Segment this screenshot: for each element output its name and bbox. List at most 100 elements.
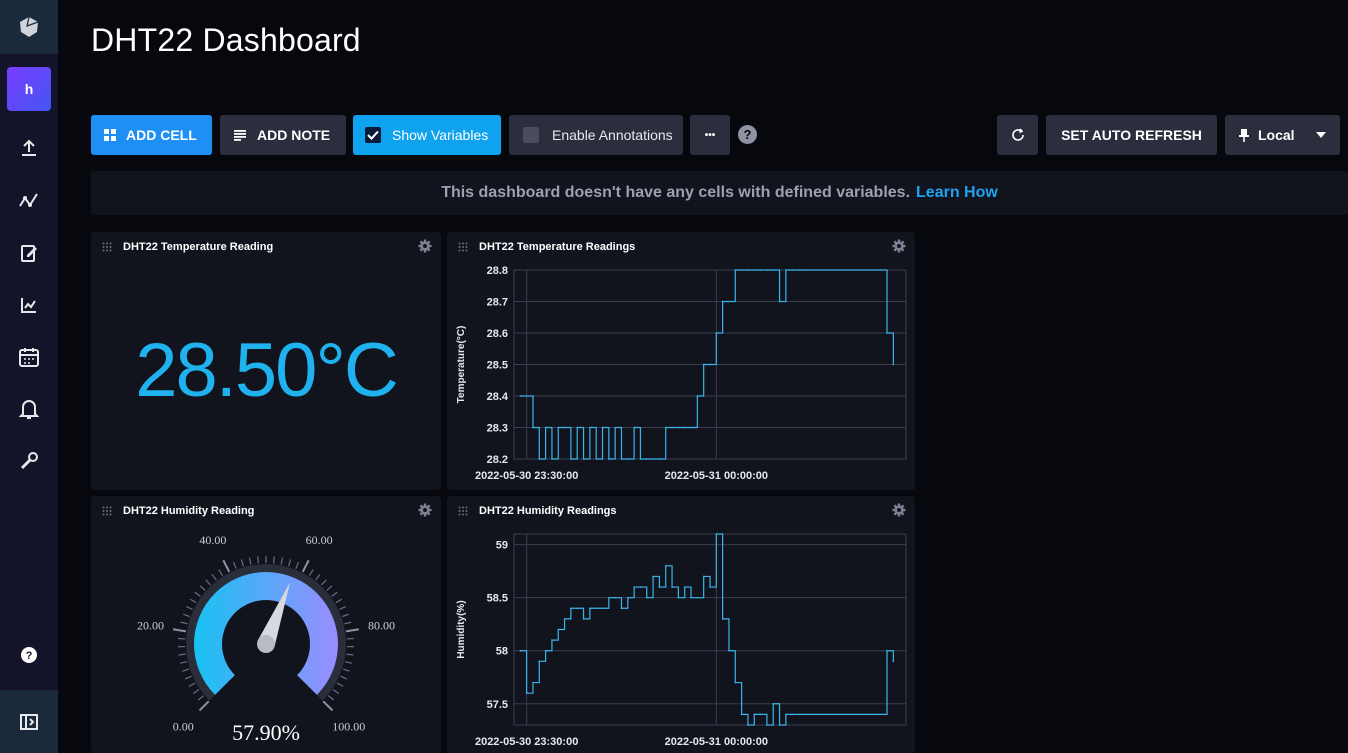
enable-annotations-toggle[interactable]: Enable Annotations — [509, 115, 683, 155]
data-point — [696, 395, 699, 397]
y-tick-label: 28.8 — [487, 265, 508, 277]
data-point — [601, 607, 604, 610]
add-note-button[interactable]: ADD NOTE — [220, 115, 346, 155]
data-point — [627, 596, 629, 599]
variables-banner: This dashboard doesn't have any cells wi… — [91, 171, 1348, 215]
drag-handle-icon[interactable] — [458, 506, 468, 516]
cell-humidity-graph: DHT22 Humidity Readings 57.5 58 58.5 59 2022… — [447, 496, 915, 753]
data-point — [620, 458, 623, 460]
data-point — [709, 363, 711, 366]
data-point — [525, 692, 528, 694]
more-options-button[interactable]: ••• — [690, 115, 730, 155]
data-point — [544, 426, 547, 429]
gear-icon[interactable] — [418, 239, 432, 253]
drag-handle-icon[interactable] — [102, 506, 112, 516]
data-point — [595, 458, 597, 460]
gear-icon[interactable] — [892, 239, 906, 253]
data-point — [532, 395, 534, 397]
gauge-tick — [194, 591, 201, 597]
data-point — [892, 660, 895, 663]
cell-title: DHT22 Humidity Readings — [479, 505, 617, 517]
add-cell-button[interactable]: ADD CELL — [91, 115, 212, 155]
data-point — [664, 565, 667, 567]
data-point — [645, 458, 648, 460]
banner-text: This dashboard doesn't have any cells wi… — [441, 184, 911, 201]
settings-icon[interactable] — [17, 449, 41, 473]
gear-icon[interactable] — [418, 503, 432, 517]
gauge-tick — [184, 675, 192, 680]
data-point — [785, 269, 787, 271]
cell-temperature-single: DHT22 Temperature Reading 28.50°C — [91, 232, 441, 490]
data-point — [721, 618, 724, 620]
data-point — [627, 458, 629, 460]
data-point — [886, 332, 888, 334]
y-tick-label: 28.7 — [487, 297, 508, 309]
drag-handle-icon[interactable] — [102, 242, 112, 252]
chevron-down-icon — [1316, 132, 1326, 138]
show-variables-label: Show Variables — [392, 127, 489, 143]
data-point — [557, 628, 560, 631]
temperature-line-chart[interactable]: 28.2 28.3 28.4 28.5 28.6 28.7 28.8 2022-05-30 2… — [447, 232, 915, 490]
data-explorer-icon[interactable] — [17, 189, 41, 213]
add-cell-label: ADD CELL — [126, 127, 197, 143]
data-point — [772, 269, 775, 271]
gauge-tick — [222, 559, 231, 573]
more-icon: ••• — [704, 129, 716, 141]
data-point — [721, 300, 724, 303]
gear-icon[interactable] — [892, 503, 906, 517]
data-point — [677, 426, 680, 429]
learn-how-link[interactable]: Learn How — [916, 184, 998, 201]
data-point — [766, 724, 768, 726]
help-icon[interactable]: ? — [17, 643, 41, 667]
data-point — [563, 618, 566, 620]
org-avatar[interactable]: h — [7, 67, 51, 111]
timezone-dropdown[interactable]: Local — [1225, 115, 1340, 155]
upload-icon[interactable] — [17, 136, 41, 160]
data-point — [652, 458, 654, 460]
show-variables-toggle[interactable]: Show Variables — [353, 115, 501, 155]
data-point — [753, 269, 756, 271]
tasks-icon[interactable] — [17, 345, 41, 369]
org-initial: h — [24, 81, 34, 97]
data-point — [633, 586, 635, 588]
gauge-tick — [332, 689, 340, 694]
gauge-tick — [342, 668, 350, 672]
influxdb-logo[interactable] — [0, 0, 58, 54]
enable-annotations-label: Enable Annotations — [552, 127, 673, 143]
data-point — [677, 596, 680, 599]
alerts-icon[interactable] — [17, 397, 41, 421]
data-point — [620, 607, 623, 610]
gauge-tick — [198, 700, 210, 712]
gauge-needle — [257, 582, 291, 648]
drag-handle-icon[interactable] — [458, 242, 468, 252]
data-point — [734, 269, 737, 271]
data-point — [671, 426, 673, 429]
y-tick-label: 59 — [496, 540, 508, 552]
help-circle-icon[interactable]: ? — [738, 125, 757, 144]
gauge-tick-label: 100.00 — [332, 720, 365, 734]
data-point — [570, 607, 572, 610]
set-auto-refresh-button[interactable]: SET AUTO REFRESH — [1046, 115, 1217, 155]
gauge-tick — [339, 605, 346, 611]
data-point — [601, 426, 604, 429]
data-point — [778, 724, 781, 726]
data-point — [791, 713, 793, 716]
dashboards-icon[interactable] — [17, 293, 41, 317]
humidity-line-chart[interactable]: 57.5 58 58.5 59 2022-05-30 23:30:00 2022-05-3… — [447, 496, 915, 753]
series-line — [520, 533, 894, 726]
data-point — [747, 724, 749, 726]
refresh-button[interactable] — [997, 115, 1038, 155]
data-point — [532, 681, 534, 684]
data-point — [658, 586, 661, 588]
gauge-tick — [178, 653, 186, 656]
gauge-tick-label: 20.00 — [137, 619, 164, 633]
cell-temperature-graph: DHT22 Temperature Readings 28.2 28.3 28.4 2… — [447, 232, 915, 490]
data-point — [664, 426, 667, 429]
data-point — [715, 332, 718, 334]
data-point — [759, 713, 762, 716]
data-point — [772, 702, 775, 705]
gauge-tick — [331, 591, 338, 597]
notebook-icon[interactable] — [17, 241, 41, 265]
gauge-tick-label: 60.00 — [306, 533, 333, 547]
collapse-icon[interactable] — [0, 690, 58, 753]
